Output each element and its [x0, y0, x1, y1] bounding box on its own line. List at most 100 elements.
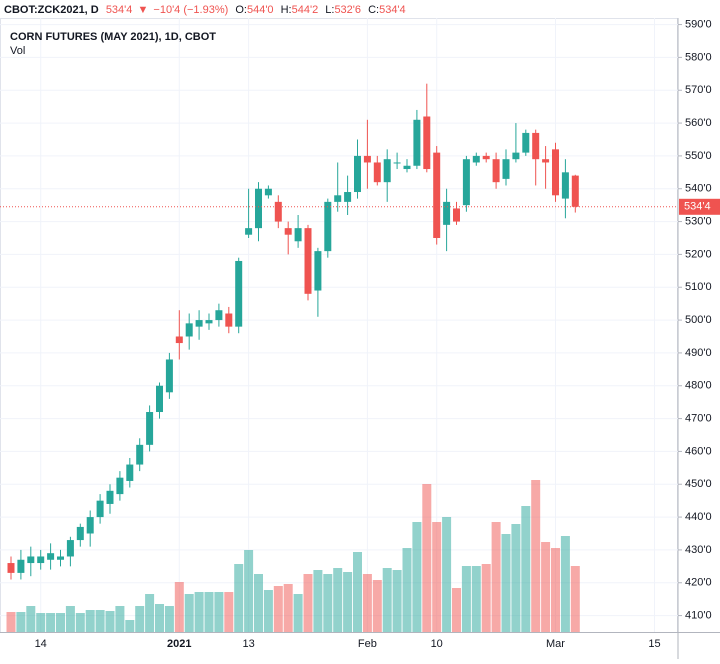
- candle-body: [165, 359, 173, 393]
- candle-body: [47, 553, 55, 560]
- y-tick-label: 480'0: [685, 380, 712, 392]
- candle-body: [96, 500, 104, 518]
- volume-bar: [471, 566, 481, 632]
- candle-body: [512, 152, 520, 160]
- candle-body: [363, 155, 371, 163]
- x-tick-label: Mar: [546, 638, 565, 650]
- volume-bar: [244, 550, 254, 632]
- candle-body: [66, 540, 74, 557]
- volume-bar: [254, 574, 263, 632]
- volume-bar: [313, 570, 323, 632]
- volume-bar: [323, 574, 333, 632]
- volume-bar: [155, 604, 164, 632]
- candle-body: [37, 556, 45, 564]
- y-tick-label: 590'0: [685, 18, 712, 30]
- candle-body: [522, 132, 530, 153]
- y-tick-label: 580'0: [685, 51, 712, 63]
- volume-bar: [353, 552, 362, 632]
- candle-body: [443, 201, 451, 225]
- volume-bar: [263, 590, 273, 632]
- chart-title: CORN FUTURES (MAY 2021), 1D, CBOT: [10, 31, 216, 43]
- y-tick-label: 470'0: [685, 412, 712, 424]
- volume-bar: [461, 566, 471, 632]
- candle-body: [76, 526, 84, 541]
- y-tick-label: 500'0: [685, 314, 712, 326]
- high-key: H:: [281, 4, 292, 16]
- candle-body: [274, 201, 282, 222]
- grid: [0, 18, 678, 632]
- x-tick-label: 13: [242, 638, 254, 650]
- y-tick-label: 520'0: [685, 248, 712, 260]
- chart-subtitle: Vol: [10, 45, 25, 57]
- y-tick-label: 570'0: [685, 84, 712, 96]
- high: 544'2: [292, 4, 319, 16]
- candle-body: [561, 172, 569, 199]
- candle-body: [571, 175, 579, 207]
- y-tick-label: 550'0: [685, 150, 712, 162]
- change: −10'4 (−1.93%): [153, 4, 228, 16]
- x-tick-label: 14: [35, 638, 47, 650]
- volume-bar: [551, 548, 560, 632]
- open: 544'0: [247, 4, 274, 16]
- volume-bar: [362, 574, 372, 632]
- volume-bar: [521, 506, 531, 632]
- y-tick-label: 490'0: [685, 347, 712, 359]
- volume-bar: [115, 606, 125, 632]
- volume-bar: [46, 613, 56, 632]
- y-tick-label: 420'0: [685, 577, 712, 589]
- candle-body: [126, 464, 134, 481]
- candle-body: [17, 559, 25, 573]
- candle-body: [205, 320, 213, 324]
- volume-bar: [36, 613, 46, 632]
- candle-body: [373, 162, 381, 183]
- candle-body: [106, 490, 114, 504]
- volume-bar: [234, 564, 244, 632]
- candle-body: [156, 385, 163, 413]
- volume-bar: [194, 592, 204, 632]
- candle-body: [27, 556, 35, 564]
- volume-bar: [184, 594, 194, 632]
- candle-body: [532, 132, 540, 160]
- candle-body: [502, 159, 510, 179]
- candle-body: [472, 155, 480, 163]
- volume-bar: [75, 613, 85, 632]
- x-tick-label: 2021: [167, 638, 191, 650]
- arrow: ▼: [137, 4, 148, 16]
- volume-bar: [214, 592, 224, 632]
- candle-body: [146, 412, 154, 445]
- volume-bar: [85, 610, 95, 632]
- volume-bar: [501, 534, 511, 632]
- volume-bar: [135, 606, 145, 632]
- volume-bar: [382, 568, 392, 632]
- volume-bar: [491, 522, 501, 632]
- volume-bar: [224, 592, 234, 632]
- volume: [6, 480, 580, 632]
- candle-body: [334, 195, 342, 202]
- candle-body: [136, 444, 144, 465]
- candle-body: [552, 149, 559, 196]
- volume-bar: [95, 610, 105, 632]
- y-tick-label: 440'0: [685, 511, 712, 523]
- last-price-label: 534'4: [684, 201, 711, 213]
- y-tick-label: 460'0: [685, 445, 712, 457]
- volume-bar: [412, 522, 422, 632]
- y-tick-label: 540'0: [685, 183, 712, 195]
- volume-bar: [105, 611, 115, 632]
- volume-bar: [333, 568, 343, 632]
- candle-body: [304, 228, 312, 294]
- candle-body: [255, 188, 262, 229]
- volume-bar: [372, 580, 382, 632]
- y-tick-label: 530'0: [685, 215, 712, 227]
- candle-body: [403, 165, 411, 170]
- volume-bar: [422, 484, 432, 632]
- candle-body: [235, 260, 243, 327]
- volume-bar: [6, 612, 16, 632]
- candle-body: [185, 323, 193, 337]
- price: 534'4: [106, 4, 133, 16]
- volume-bar: [570, 566, 580, 632]
- volume-bar: [511, 524, 521, 632]
- volume-bar: [204, 592, 214, 632]
- volume-bar: [145, 594, 155, 632]
- volume-bar: [343, 572, 353, 632]
- volume-bar: [402, 548, 412, 632]
